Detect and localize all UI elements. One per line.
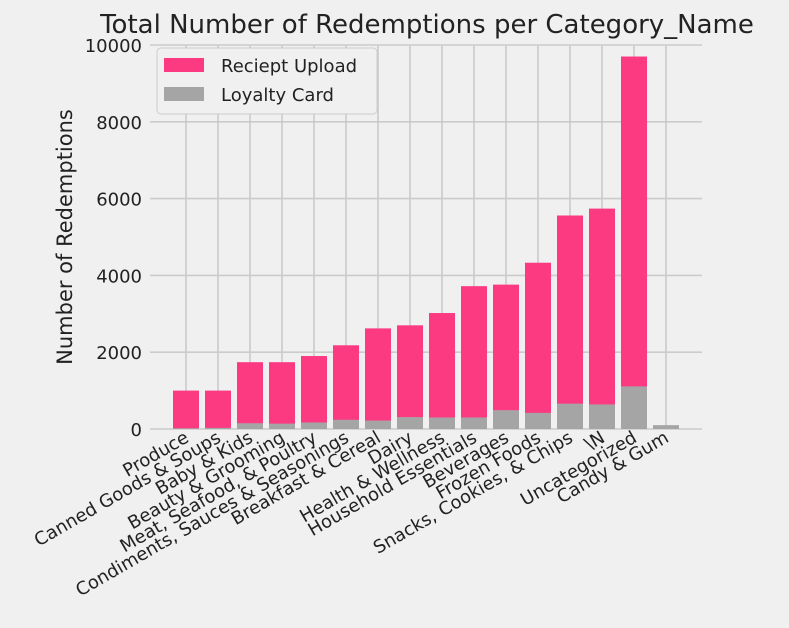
y-tick-labels: 0 2000 4000 6000 8000 10000 bbox=[85, 36, 142, 441]
bar-loyalty-card bbox=[653, 425, 679, 429]
legend-swatch bbox=[164, 87, 204, 101]
bar-reciept-upload bbox=[205, 390, 231, 429]
bar-reciept-upload bbox=[173, 390, 199, 429]
bar-reciept-upload bbox=[589, 208, 615, 429]
y-tick-label: 8000 bbox=[96, 113, 142, 134]
bar-reciept-upload bbox=[557, 215, 583, 429]
bar-reciept-upload bbox=[461, 286, 487, 429]
legend-label: Reciept Upload bbox=[221, 56, 357, 77]
legend-box bbox=[156, 47, 378, 115]
y-tick-label: 2000 bbox=[96, 343, 142, 364]
legend-label: Loyalty Card bbox=[221, 85, 334, 106]
bar-loyalty-card bbox=[333, 419, 359, 429]
bar-loyalty-card bbox=[301, 422, 327, 429]
bar-loyalty-card bbox=[525, 412, 551, 429]
bar-reciept-upload bbox=[365, 328, 391, 429]
y-tick-label: 6000 bbox=[96, 190, 142, 211]
bar-loyalty-card bbox=[173, 428, 199, 429]
bars bbox=[173, 56, 679, 430]
bar-reciept-upload bbox=[301, 356, 327, 429]
bar-reciept-upload bbox=[397, 325, 423, 429]
y-axis-label: Number of Redemptions bbox=[53, 109, 77, 365]
bar-loyalty-card bbox=[493, 410, 519, 429]
bar-loyalty-card bbox=[621, 386, 647, 429]
bar-reciept-upload bbox=[525, 262, 551, 429]
bar-loyalty-card bbox=[269, 423, 295, 429]
bar-loyalty-card bbox=[557, 403, 583, 429]
bar-loyalty-card bbox=[429, 417, 455, 429]
y-tick-label: 0 bbox=[131, 420, 142, 441]
legend: Reciept Upload Loyalty Card bbox=[156, 47, 378, 115]
bar-loyalty-card bbox=[237, 423, 263, 429]
legend-swatch bbox=[164, 58, 204, 72]
bar-loyalty-card bbox=[365, 420, 391, 429]
bar-reciept-upload bbox=[237, 362, 263, 429]
bar-loyalty-card bbox=[461, 417, 487, 429]
bar-loyalty-card bbox=[205, 427, 231, 429]
bar-reciept-upload bbox=[621, 56, 647, 430]
bar-loyalty-card bbox=[397, 417, 423, 429]
bar-loyalty-card bbox=[589, 404, 615, 429]
y-tick-label: 4000 bbox=[96, 266, 142, 287]
bar-reciept-upload bbox=[269, 362, 295, 429]
bar-reciept-upload bbox=[493, 284, 519, 429]
y-tick-label: 10000 bbox=[85, 36, 142, 57]
chart-title: Total Number of Redemptions per Category… bbox=[99, 10, 754, 40]
bar-reciept-upload bbox=[429, 313, 455, 429]
bar-reciept-upload bbox=[333, 345, 359, 429]
